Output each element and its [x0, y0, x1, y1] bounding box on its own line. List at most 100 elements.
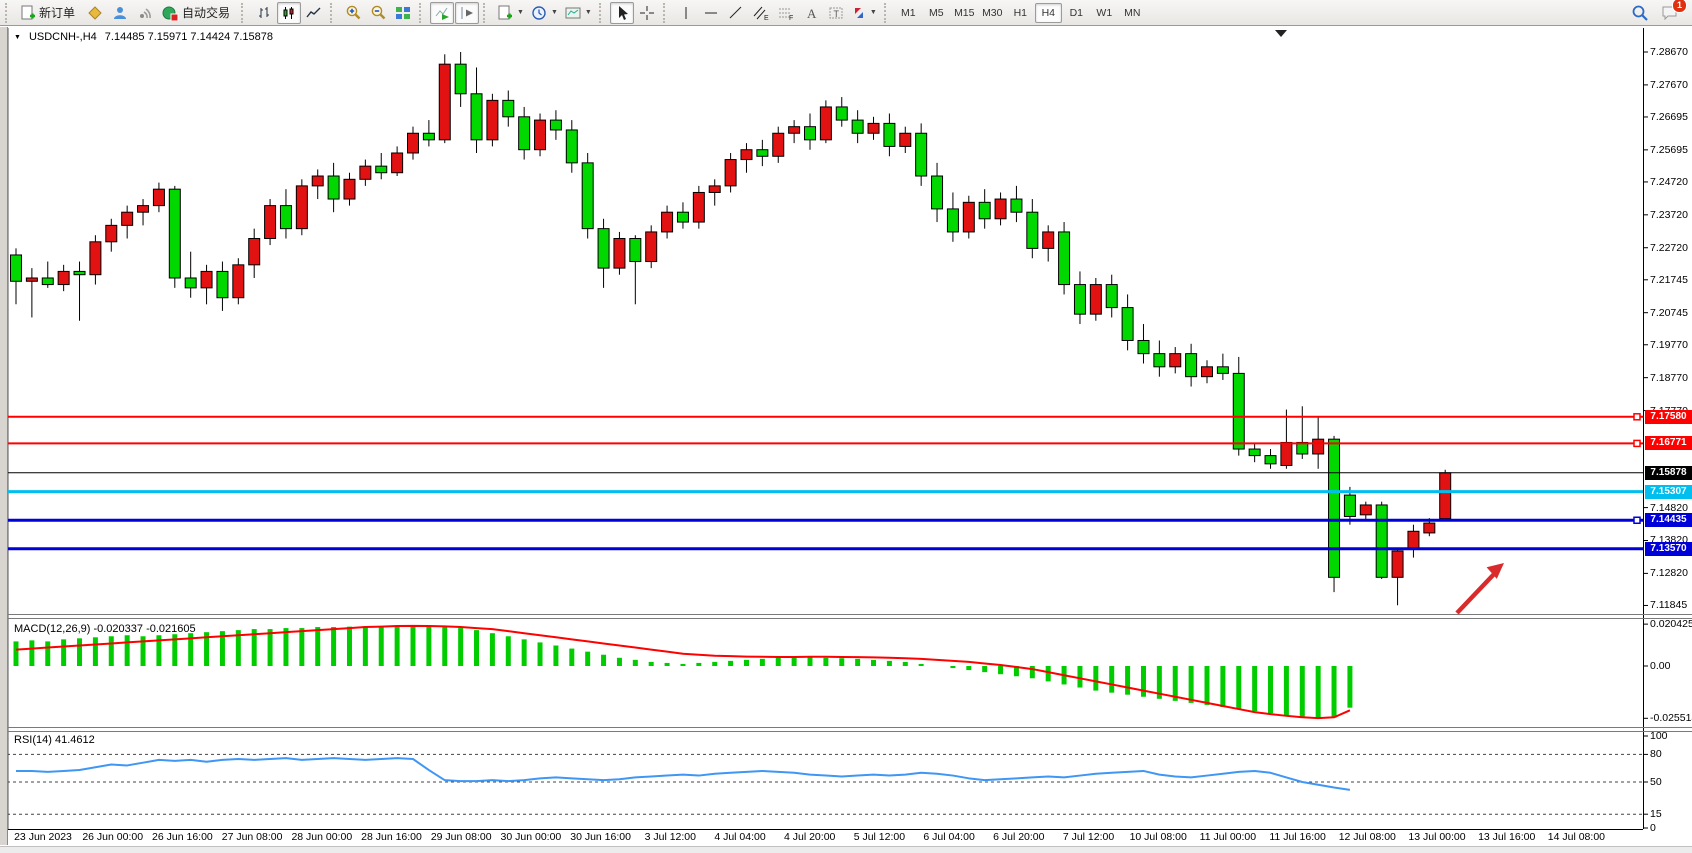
time-axis-label: 12 Jul 08:00 — [1338, 831, 1396, 843]
autotrading-button[interactable]: 自动交易 — [158, 2, 237, 24]
arrows-tool-dropdown[interactable]: ▼ — [849, 2, 880, 24]
auto-scroll-icon — [435, 7, 450, 20]
horizontal-line-tool[interactable] — [699, 2, 723, 24]
toolbar-grip[interactable] — [883, 2, 891, 23]
arrow-annotation[interactable] — [1455, 570, 1498, 615]
timeframe-m5[interactable]: M5 — [928, 6, 944, 19]
signals-button[interactable] — [133, 2, 157, 24]
line-end-marker[interactable] — [1633, 439, 1641, 448]
fibonacci-icon: F — [778, 8, 793, 21]
candle — [470, 93, 483, 141]
macd-histogram-bar — [346, 626, 352, 666]
toolbar-grip[interactable] — [483, 2, 490, 23]
timeframe-m30[interactable]: M30 — [982, 6, 1003, 19]
candlestick-chart-button[interactable] — [277, 1, 302, 24]
search-button[interactable] — [1628, 2, 1652, 24]
macd-histogram-bar — [29, 640, 35, 666]
arrow-annotation-head[interactable] — [1486, 563, 1504, 579]
time-axis-label: 30 Jun 00:00 — [500, 831, 562, 843]
timeframe-h1[interactable]: H1 — [1013, 6, 1027, 19]
candle — [946, 208, 959, 233]
macd-histogram-bar — [601, 654, 607, 666]
community-button[interactable] — [108, 2, 132, 24]
timeframe-mn[interactable]: MN — [1124, 6, 1141, 19]
candle — [359, 165, 372, 180]
trendline-tool[interactable] — [724, 2, 748, 24]
bar-chart-button[interactable] — [252, 2, 276, 24]
candle — [1073, 284, 1086, 315]
macd-histogram-bar — [1347, 666, 1353, 708]
svg-text:A: A — [807, 6, 817, 21]
crosshair-tool-button[interactable] — [635, 2, 659, 24]
time-axis-label: 7 Jul 12:00 — [1062, 831, 1115, 843]
timeframe-w1[interactable]: W1 — [1096, 6, 1113, 19]
zoom-out-button[interactable] — [366, 2, 390, 24]
candle — [1312, 438, 1325, 455]
candle — [1359, 504, 1372, 516]
macd-histogram-bar — [124, 635, 130, 666]
macd-histogram-bar — [1315, 666, 1321, 719]
line-end-marker[interactable] — [1633, 516, 1641, 525]
time-axis-label: 4 Jul 04:00 — [714, 831, 766, 843]
svg-text:T: T — [833, 9, 839, 19]
timeframe-d1[interactable]: D1 — [1069, 6, 1083, 19]
macd-histogram-bar — [616, 657, 622, 666]
period-dropdown[interactable]: ▼ — [528, 2, 561, 24]
macd-histogram-bar — [251, 629, 257, 666]
chart-shift-marker[interactable] — [1275, 30, 1287, 37]
toolbar-grip[interactable] — [662, 2, 670, 23]
candle — [137, 205, 150, 213]
macd-histogram-bar — [998, 666, 1004, 675]
macd-histogram-bar — [1045, 666, 1051, 682]
new-order-button[interactable]: 新订单 — [16, 2, 82, 24]
time-axis-label: 6 Jul 20:00 — [993, 831, 1045, 843]
toolbar-grip[interactable] — [5, 2, 12, 23]
rsi-indicator-label: RSI(14) 41.4612 — [14, 734, 95, 746]
candle — [772, 132, 785, 157]
macd-histogram-bar — [172, 634, 178, 666]
line-end-marker[interactable] — [1633, 413, 1641, 421]
toolbar-grip[interactable] — [598, 2, 606, 23]
zoom-in-button[interactable] — [341, 2, 365, 24]
notifications-button[interactable]: 1 — [1658, 0, 1687, 24]
macd-histogram-bar — [442, 627, 448, 666]
chart-shift-icon — [461, 6, 474, 19]
symbol-dropdown-icon[interactable]: ▼ — [14, 33, 21, 41]
channel-tool[interactable]: E — [749, 2, 773, 24]
toolbar-grip[interactable] — [419, 2, 426, 23]
horizontal-line-icon — [704, 12, 717, 13]
toolbar-grip[interactable] — [330, 2, 337, 23]
cursor-tool-button[interactable] — [609, 1, 634, 24]
candle — [1264, 455, 1277, 465]
candle — [708, 185, 721, 193]
tile-windows-button[interactable] — [391, 2, 415, 24]
timeframe-m1[interactable]: M1 — [900, 6, 916, 19]
auto-scroll-button[interactable] — [430, 1, 455, 24]
text-tool[interactable]: A — [799, 2, 823, 24]
chevron-down-icon: ▼ — [517, 9, 524, 16]
timeframe-m15[interactable]: M15 — [954, 6, 975, 19]
price-tick-label: 7.27670 — [1650, 78, 1688, 91]
vertical-line-tool[interactable] — [674, 2, 698, 24]
macd-histogram-bar — [902, 661, 908, 666]
macd-histogram-bar — [1077, 666, 1083, 688]
text-label-tool[interactable]: T — [824, 2, 848, 24]
time-axis-label: 13 Jul 16:00 — [1478, 831, 1536, 843]
metaeditor-button[interactable] — [83, 2, 107, 24]
macd-histogram-bar — [92, 637, 98, 666]
price-tick-label: 7.22720 — [1650, 241, 1688, 254]
candle — [1375, 504, 1388, 578]
timeframe-h4[interactable]: H4 — [1034, 2, 1062, 23]
fibonacci-tool[interactable]: F — [774, 2, 798, 24]
chart-shift-button[interactable] — [455, 1, 480, 24]
candle — [248, 238, 261, 266]
new-chart-dropdown[interactable]: ▼ — [494, 2, 527, 24]
template-dropdown[interactable]: ▼ — [562, 2, 595, 24]
candle — [1439, 472, 1452, 520]
candle — [1423, 522, 1436, 534]
candle — [819, 106, 832, 141]
toolbar-grip[interactable] — [241, 2, 248, 23]
line-chart-button[interactable] — [302, 2, 326, 24]
macd-histogram-bar — [696, 662, 702, 666]
